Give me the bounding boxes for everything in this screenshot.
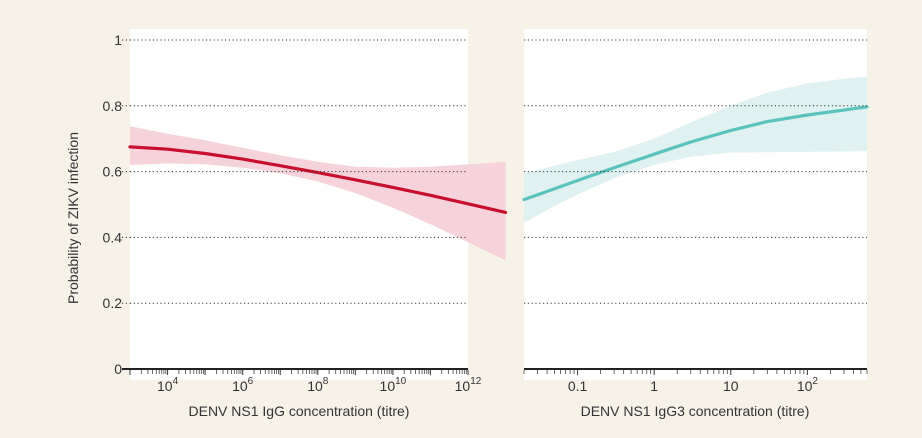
left-confidence-band bbox=[130, 126, 506, 261]
left-x-tick-label: 108 bbox=[307, 376, 329, 394]
right-x-tick-labels: 0.1 1 10 102 bbox=[568, 376, 819, 394]
left-x-axis-title: DENV NS1 IgG concentration (titre) bbox=[189, 403, 410, 419]
right-plot-area bbox=[524, 29, 867, 380]
right-panel: 0.1 1 10 102 DENV NS1 IgG3 concentration (t… bbox=[522, 29, 869, 419]
right-gridlines bbox=[524, 39, 867, 370]
y-tick-label: 0.6 bbox=[103, 164, 123, 180]
left-curve bbox=[128, 145, 508, 214]
left-gridlines bbox=[122, 39, 468, 370]
left-panel: 0 0.2 0.4 0.6 0.8 1 104 106 108 1010 1012 Probabi… bbox=[65, 29, 508, 419]
left-x-tick-label: 104 bbox=[157, 376, 179, 394]
right-x-tick-label: 102 bbox=[797, 376, 819, 394]
y-tick-label: 0.8 bbox=[103, 98, 123, 114]
right-x-tick-label: 0.1 bbox=[568, 378, 588, 394]
y-tick-label: 1 bbox=[114, 32, 122, 48]
y-tick-label: 0.4 bbox=[103, 229, 123, 245]
right-x-axis-title: DENV NS1 IgG3 concentration (titre) bbox=[581, 403, 810, 419]
y-tick-label: 0 bbox=[114, 361, 122, 377]
left-curve-line bbox=[128, 145, 508, 214]
right-confidence-band bbox=[524, 76, 867, 223]
right-band-area bbox=[524, 76, 867, 223]
right-curve-line bbox=[522, 105, 869, 202]
right-x-ticks bbox=[523, 370, 868, 375]
left-x-tick-label: 1010 bbox=[380, 376, 407, 394]
left-x-ticks bbox=[129, 370, 469, 375]
left-x-tick-label: 106 bbox=[232, 376, 254, 394]
right-curve bbox=[522, 105, 869, 202]
left-x-tick-labels: 104 106 108 1010 1012 bbox=[157, 376, 482, 394]
y-axis-title: Probability of ZIKV infection bbox=[65, 132, 81, 304]
right-x-tick-label: 1 bbox=[650, 378, 658, 394]
y-tick-labels: 0 0.2 0.4 0.6 0.8 1 bbox=[103, 32, 123, 377]
y-tick-label: 0.2 bbox=[103, 295, 123, 311]
right-x-tick-label: 10 bbox=[723, 378, 739, 394]
left-x-tick-label: 1012 bbox=[455, 376, 482, 394]
left-band-area bbox=[130, 126, 506, 261]
